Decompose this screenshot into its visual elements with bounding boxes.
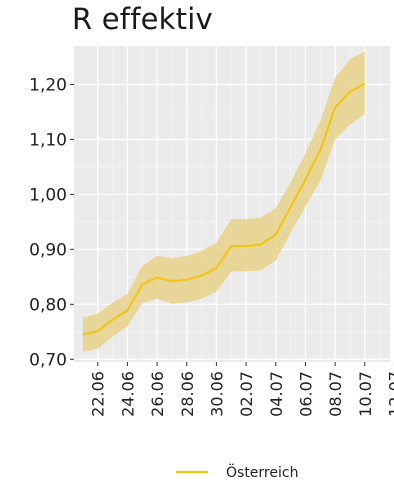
y-tick-label: 0,90	[29, 240, 67, 260]
legend: Österreich	[176, 463, 298, 481]
x-tick-label: 10.07	[356, 371, 375, 417]
x-tick-label: 08.07	[326, 371, 345, 417]
y-tick-label: 1,00	[29, 185, 67, 205]
x-tick-label: 28.06	[178, 371, 197, 417]
x-tick-label: 24.06	[118, 371, 137, 417]
x-tick-label: 02.07	[237, 371, 256, 417]
x-tick-label: 22.06	[89, 371, 108, 417]
confidence-band	[82, 51, 365, 353]
y-tick-label: 0,70	[29, 350, 67, 370]
x-tick-label: 04.07	[267, 371, 286, 417]
x-tick-label: 30.06	[207, 371, 226, 417]
series-line-oesterreich	[82, 82, 366, 336]
y-tick-label: 1,10	[29, 130, 67, 150]
y-axis-ticks: 0,70 0,80 0,90 1,00 1,10 1,20	[29, 75, 74, 370]
legend-label: Österreich	[226, 463, 298, 481]
x-tick-label: 12.07	[385, 371, 394, 417]
y-tick-label: 1,20	[29, 75, 67, 95]
x-tick-label: 06.07	[296, 371, 315, 417]
x-tick-label: 26.06	[148, 371, 167, 417]
x-axis-ticks: 22.06 24.06 26.06 28.06 30.06 02.07 04.07 06.07…	[89, 362, 394, 417]
y-tick-label: 0,80	[29, 295, 67, 315]
chart-title: R effektiv	[72, 2, 213, 36]
